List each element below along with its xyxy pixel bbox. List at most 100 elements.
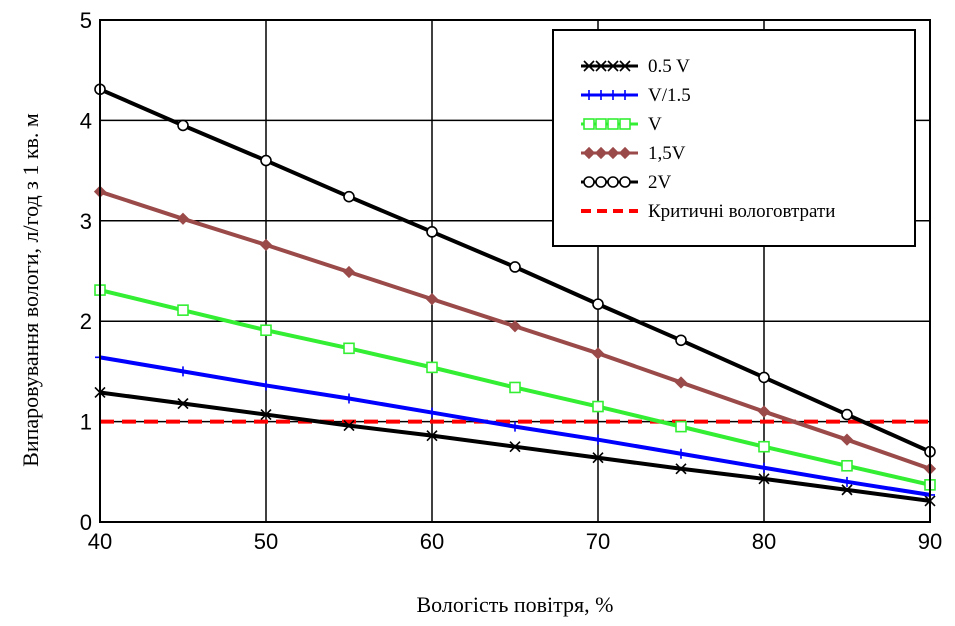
- diamond-marker: [176, 212, 190, 225]
- y-tick-label: 3: [80, 209, 92, 234]
- diamond-marker: [594, 146, 608, 160]
- y-tick-labels: 0 1 2 3 4 5: [80, 8, 92, 535]
- circle-marker: [583, 176, 595, 188]
- plus-marker: [427, 407, 437, 418]
- series-2: [94, 284, 936, 491]
- diamond-marker: [618, 146, 632, 160]
- legend: 0.5 V V/1.5 V 1,5V 2V Критичні вологовтрати: [552, 29, 916, 247]
- square-marker: [260, 324, 272, 337]
- legend-item: 0.5 V: [581, 56, 690, 77]
- legend-item: Критичні вологовтрати: [581, 201, 835, 222]
- square-marker: [592, 400, 604, 413]
- x-marker: [177, 397, 189, 410]
- plot-frame: [99, 19, 931, 523]
- x-tick-label: 80: [752, 529, 776, 554]
- circle-marker: [758, 371, 770, 384]
- x-marker: [343, 420, 355, 432]
- circle-marker: [426, 226, 438, 238]
- square-marker: [675, 420, 687, 433]
- y-tick-label: 2: [80, 309, 92, 334]
- x-tick-label: 70: [586, 529, 610, 554]
- square-marker: [177, 304, 189, 316]
- diamond-marker: [259, 238, 273, 252]
- plus-marker: [510, 421, 520, 432]
- legend-label: Критичні вологовтрати: [648, 201, 835, 222]
- circle-marker: [607, 176, 619, 188]
- y-axis-label: Випаровування вологи, л/год з 1 кв. м: [18, 113, 43, 467]
- x-marker: [758, 473, 770, 485]
- plus-marker: [584, 90, 594, 100]
- diamond-marker: [757, 405, 771, 418]
- y-tick-label: 5: [80, 8, 92, 33]
- diamond-marker: [591, 347, 605, 360]
- x-marker: [583, 60, 595, 72]
- legend-item: V/1.5: [581, 85, 691, 106]
- series-3: [93, 185, 937, 475]
- circle-marker: [675, 334, 687, 347]
- series-group: [93, 83, 937, 507]
- circle-marker: [595, 176, 607, 188]
- plus-marker: [596, 90, 606, 100]
- circle-marker: [592, 298, 604, 310]
- square-marker: [595, 118, 607, 130]
- x-axis-label: Вологість повітря, %: [416, 592, 613, 617]
- circle-marker: [619, 176, 631, 188]
- y-tick-label: 0: [80, 510, 92, 535]
- circle-marker: [509, 261, 521, 273]
- square-marker: [619, 118, 631, 130]
- diamond-marker: [674, 376, 688, 389]
- circle-marker: [343, 190, 355, 203]
- square-marker: [758, 440, 770, 453]
- plus-marker: [261, 380, 271, 391]
- circle-marker: [260, 154, 272, 167]
- y-tick-label: 4: [80, 108, 92, 133]
- x-marker: [841, 484, 853, 496]
- diamond-marker: [342, 265, 356, 279]
- legend-item: V: [581, 114, 662, 135]
- y-tick-label: 1: [80, 410, 92, 435]
- x-marker: [509, 441, 521, 453]
- x-tick-labels: 40 50 60 70 80 90: [88, 529, 942, 554]
- legend-label: V/1.5: [648, 85, 691, 106]
- plus-marker: [608, 90, 618, 100]
- diamond-marker: [508, 320, 522, 333]
- x-marker: [592, 452, 604, 464]
- plus-marker: [842, 476, 852, 487]
- legend-item: 2V: [581, 172, 672, 193]
- legend-label: 1,5V: [648, 143, 686, 164]
- x-marker: [675, 463, 687, 475]
- legend-label: V: [648, 114, 662, 135]
- x-marker: [619, 60, 631, 72]
- x-marker: [607, 60, 619, 72]
- circle-marker: [177, 119, 189, 132]
- x-marker: [260, 409, 272, 421]
- diamond-marker: [425, 292, 439, 306]
- diamond-marker: [606, 146, 620, 160]
- x-tick-label: 40: [88, 529, 112, 554]
- plus-marker: [344, 393, 354, 404]
- x-tick-label: 60: [420, 529, 444, 554]
- plus-marker: [676, 448, 686, 459]
- square-marker: [343, 342, 355, 355]
- diamond-marker: [582, 146, 596, 160]
- square-marker: [841, 459, 853, 472]
- diamond-marker: [840, 433, 854, 446]
- x-marker: [595, 60, 607, 72]
- plus-marker: [620, 90, 630, 100]
- square-marker: [583, 118, 595, 130]
- plus-marker: [593, 434, 603, 445]
- plus-marker: [178, 366, 188, 377]
- square-marker: [509, 381, 521, 394]
- x-marker: [426, 430, 438, 442]
- legend-item: 1,5V: [581, 143, 686, 164]
- x-tick-label: 50: [254, 529, 278, 554]
- legend-label: 2V: [648, 172, 672, 193]
- series-0: [94, 386, 936, 507]
- square-marker: [426, 361, 438, 374]
- x-tick-label: 90: [918, 529, 942, 554]
- legend-label: 0.5 V: [648, 56, 690, 77]
- plus-marker: [759, 462, 769, 473]
- square-marker: [607, 118, 619, 130]
- circle-marker: [841, 408, 853, 421]
